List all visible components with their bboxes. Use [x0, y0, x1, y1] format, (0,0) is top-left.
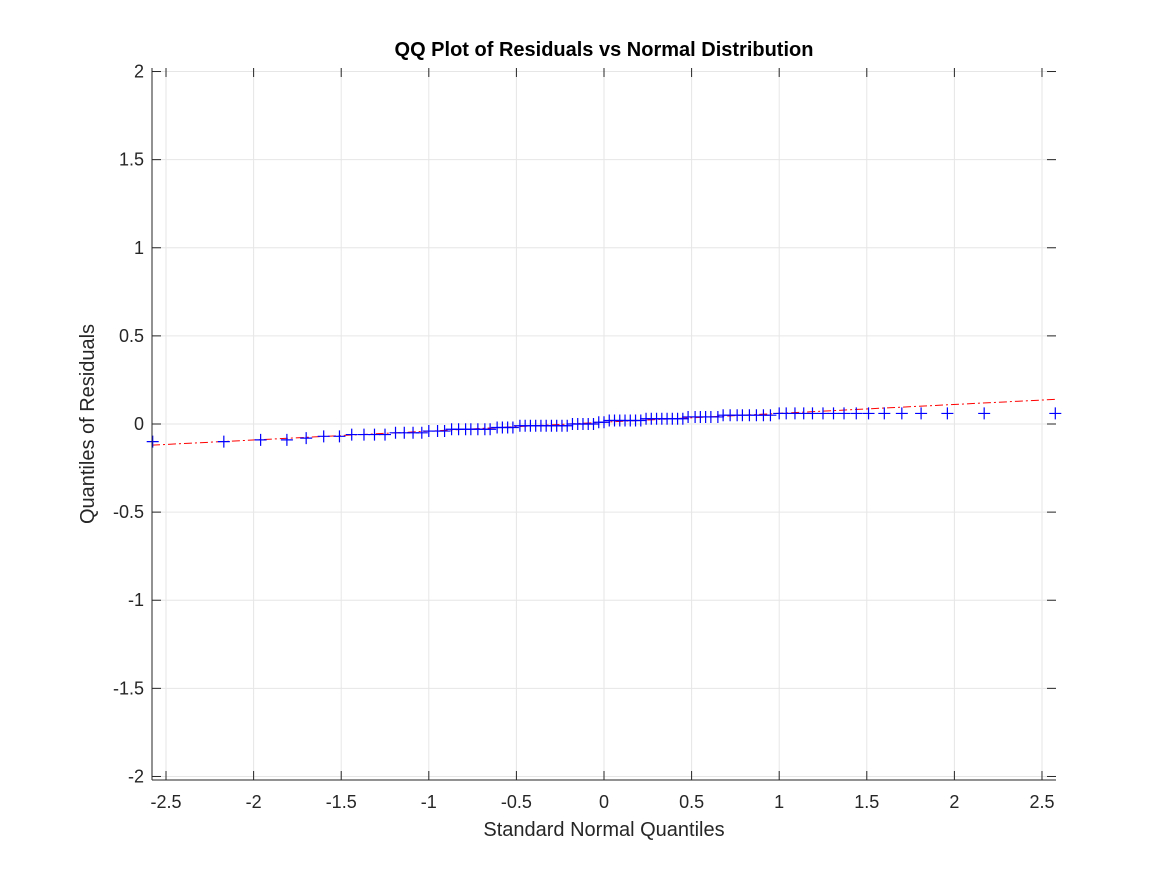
axes	[151, 68, 1056, 781]
x-tick-labels: -2.5 -2 -1.5 -1 -0.5 0 0.5 1 1.5 2 2.5	[150, 792, 1054, 812]
data-point	[484, 423, 497, 436]
data-point	[561, 419, 574, 432]
x-tick-label: 1.5	[854, 792, 879, 812]
data-point	[915, 407, 928, 420]
x-tick-label: 2	[949, 792, 959, 812]
y-tick-label: -2	[128, 766, 144, 786]
data-point	[217, 435, 230, 448]
data-point	[300, 432, 313, 445]
data-point	[838, 407, 851, 420]
data-point	[862, 407, 875, 420]
y-axis-label: Quantiles of Residuals	[77, 324, 99, 524]
data-point	[895, 407, 908, 420]
y-tick-label: -1	[128, 590, 144, 610]
x-tick-label: -2.5	[150, 792, 181, 812]
x-axis-label: Standard Normal Quantiles	[483, 819, 724, 841]
data-point	[676, 412, 689, 425]
data-point	[146, 435, 159, 448]
data-point	[711, 410, 724, 423]
data-point	[317, 430, 330, 443]
x-tick-label: -1.5	[326, 792, 357, 812]
x-tick-label: -0.5	[501, 792, 532, 812]
y-tick-label: -1.5	[113, 678, 144, 698]
data-point	[357, 428, 370, 441]
data-point	[878, 407, 891, 420]
data-point	[978, 407, 991, 420]
data-point	[764, 409, 777, 422]
data-point	[587, 418, 600, 430]
data-point	[634, 414, 647, 427]
y-tick-label: 0	[134, 414, 144, 434]
data-point	[506, 421, 519, 434]
data-point	[368, 428, 381, 441]
x-tick-label: 0.5	[679, 792, 704, 812]
data-point	[254, 433, 267, 446]
data-point	[1049, 407, 1062, 420]
data-point	[333, 430, 346, 443]
y-tick-label: 1.5	[119, 150, 144, 170]
data-point	[941, 407, 954, 420]
chart-title: QQ Plot of Residuals vs Normal Distribut…	[395, 39, 814, 61]
data-point	[816, 407, 829, 420]
data-point	[438, 425, 451, 438]
y-tick-label: 2	[134, 62, 144, 82]
x-tick-label: 1	[774, 792, 784, 812]
data-point	[379, 428, 392, 441]
y-tick-label: 0.5	[119, 326, 144, 346]
data-point	[806, 407, 819, 420]
data-point	[415, 426, 428, 439]
x-tick-label: -2	[246, 792, 262, 812]
y-tick-label: 1	[134, 238, 144, 258]
data-point	[345, 428, 358, 441]
data-point	[280, 433, 293, 446]
data-point	[598, 416, 610, 429]
y-tick-labels: -2 -1.5 -1 -0.5 0 0.5 1 1.5 2	[113, 62, 144, 787]
x-tick-label: -1	[421, 792, 437, 812]
x-tick-label: 2.5	[1029, 792, 1054, 812]
data-point	[827, 407, 840, 420]
y-tick-label: -0.5	[113, 502, 144, 522]
data-point	[850, 407, 863, 420]
x-tick-label: 0	[599, 792, 609, 812]
data-points	[146, 407, 1062, 448]
